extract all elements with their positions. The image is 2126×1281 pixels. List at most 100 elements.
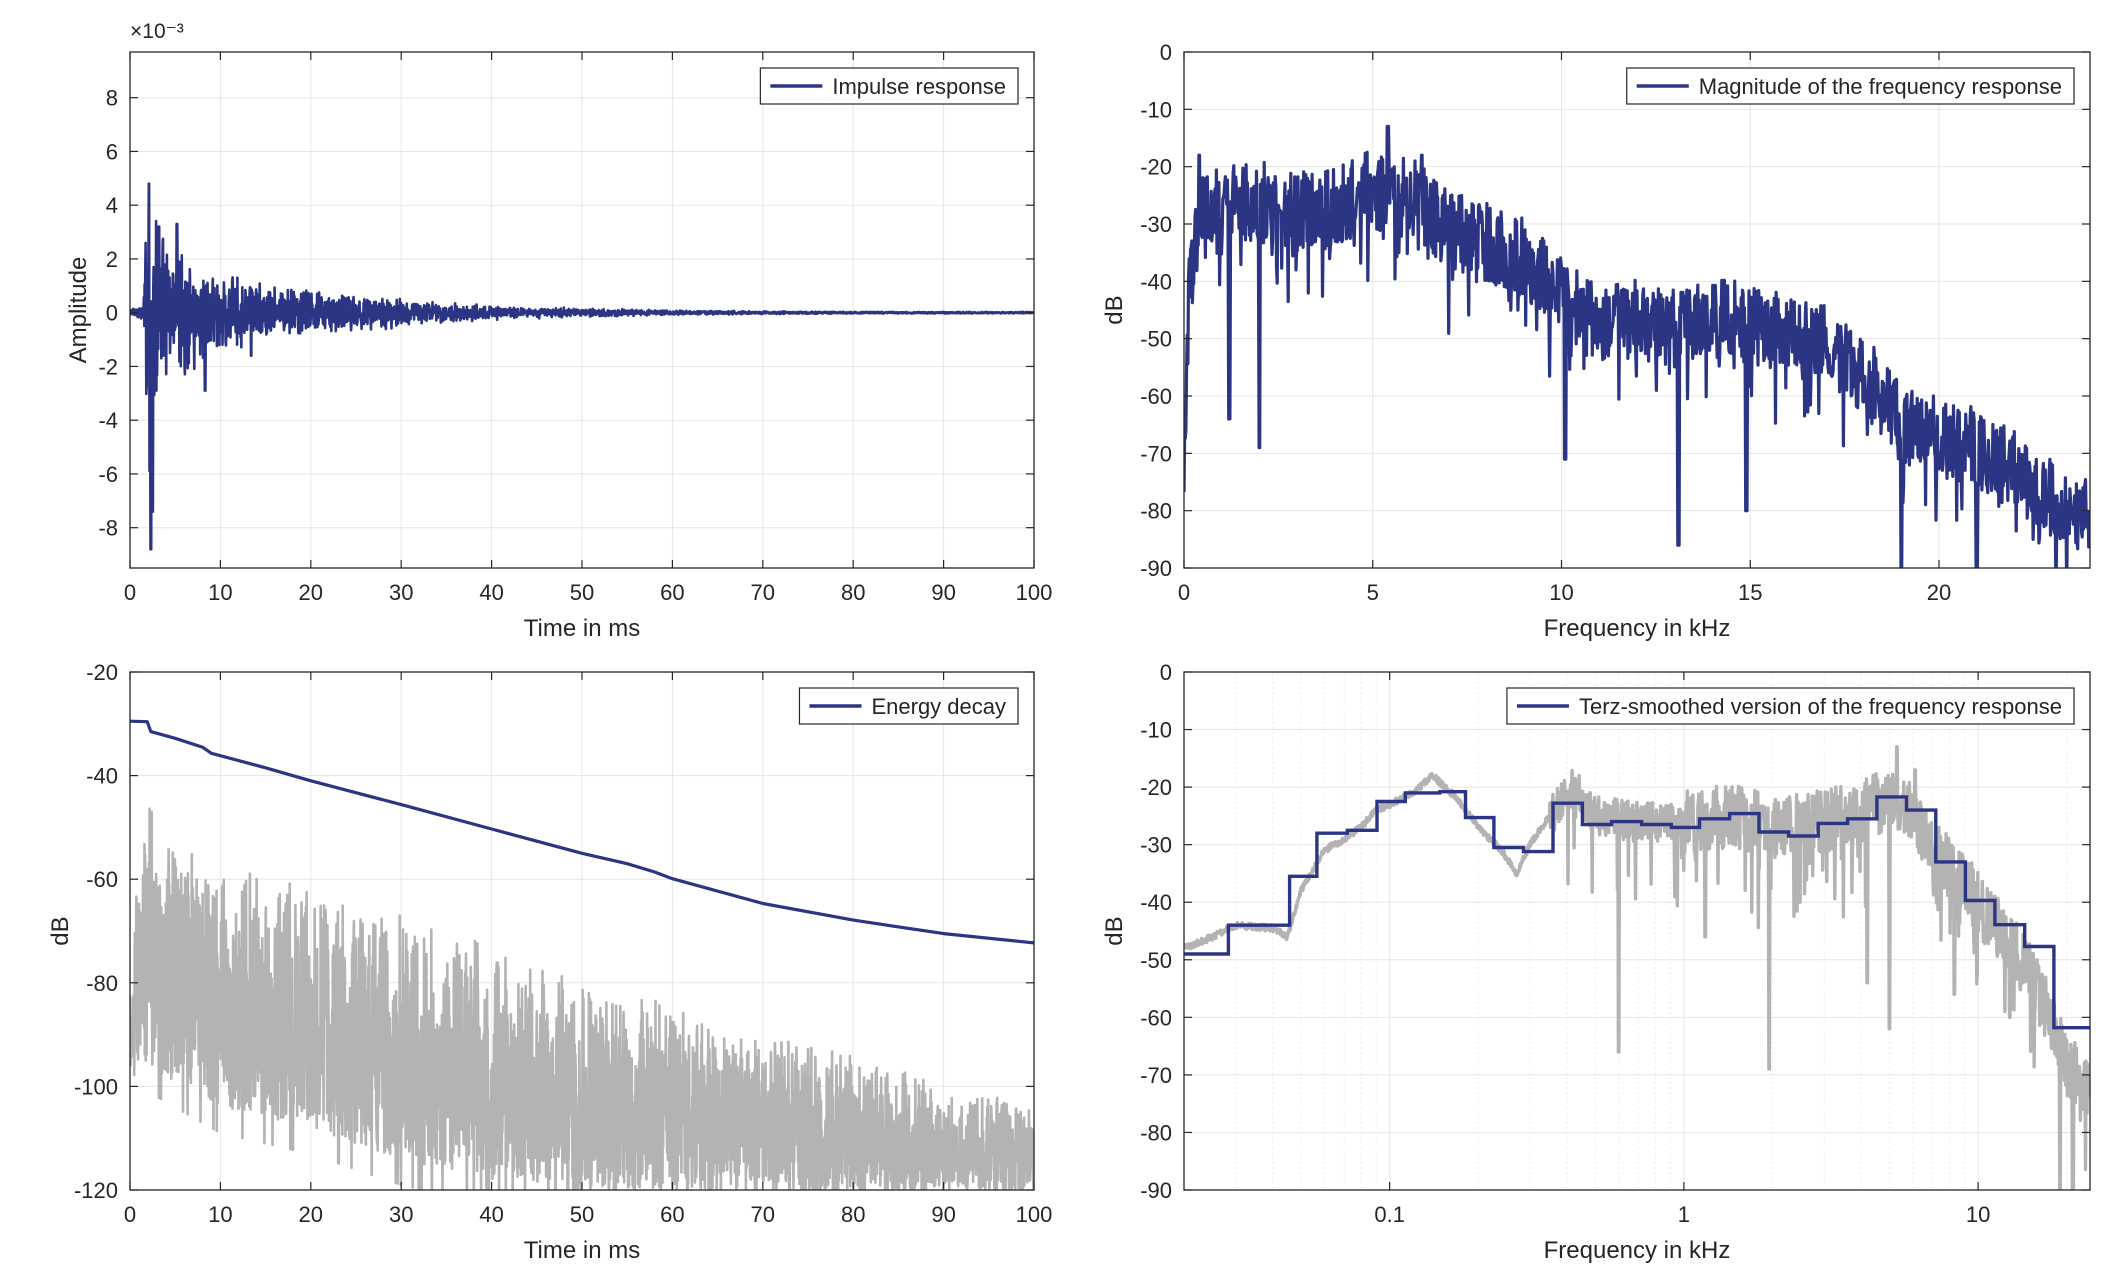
x-tick-label: 50 (570, 580, 594, 605)
y-tick-label: -8 (98, 516, 118, 541)
y-tick-label: 4 (106, 193, 118, 218)
y-tick-label: -50 (1140, 327, 1172, 352)
impulse-response-line (130, 182, 1034, 551)
x-tick-label: 10 (1549, 580, 1573, 605)
magnitude-chart: 0 5 10 15 20 0 -10 -20 -30 -40 -50 -60 -70 -80 -90 Freq… (1101, 40, 2091, 642)
x-tick-label: 10 (208, 1202, 232, 1227)
x-tick-label: 0 (124, 580, 136, 605)
magnitude-legend: Magnitude of the frequency response (1626, 67, 2075, 105)
x-tick-label: 40 (479, 580, 503, 605)
y-tick-label: -70 (1140, 1063, 1172, 1088)
y-tick-label: -90 (1140, 1178, 1172, 1203)
energy-ticks: 0 10 20 30 40 50 60 70 80 90 100 -20 -40 -60 -80 -100 -1… (74, 660, 1052, 1227)
magnitude-of-the-frequency-response-line (1184, 124, 2090, 568)
y-exponent-label: ×10⁻³ (130, 20, 184, 43)
x-tick-label: 0 (124, 1202, 136, 1227)
y-tick-label: -60 (86, 867, 118, 892)
legend-box (1626, 67, 2075, 105)
x-tick-label: 15 (1738, 580, 1762, 605)
x-tick-label: 70 (751, 1202, 775, 1227)
legend-label: Impulse response (832, 74, 1006, 99)
x-tick-label: 30 (389, 1202, 413, 1227)
terz-axes-box (1183, 671, 2091, 1191)
y-tick-label: -80 (1140, 499, 1172, 524)
y-axis-label: dB (1101, 916, 1128, 945)
x-tick-label: 0.1 (1374, 1202, 1405, 1227)
y-tick-label: 0 (1160, 40, 1172, 65)
x-tick-label: 70 (751, 580, 775, 605)
terz-legend: Terz-smoothed version of the frequency r… (1506, 687, 2075, 725)
y-tick-label: -60 (1140, 384, 1172, 409)
y-axis-label: Amplitude (65, 257, 92, 364)
x-tick-label: 100 (1016, 1202, 1053, 1227)
y-axis-label: dB (47, 916, 74, 945)
y-tick-label: 0 (1160, 660, 1172, 685)
y-tick-label: -10 (1140, 97, 1172, 122)
x-tick-label: 20 (299, 1202, 323, 1227)
y-tick-label: -120 (74, 1178, 118, 1203)
terz-plot-area (1184, 672, 2090, 1190)
y-tick-label: -10 (1140, 718, 1172, 743)
energy-legend: Energy decay (798, 687, 1019, 725)
y-tick-label: -40 (86, 764, 118, 789)
x-tick-label: 10 (208, 580, 232, 605)
y-tick-label: -90 (1140, 556, 1172, 581)
y-tick-label: -4 (98, 408, 118, 433)
energy-chart: 0 10 20 30 40 50 60 70 80 90 100 -20 -40 -60 -80 -100 -1… (47, 660, 1052, 1264)
x-axis-label: Time in ms (524, 1237, 640, 1264)
impulse-series (130, 182, 1034, 551)
impulse-legend: Impulse response (759, 67, 1019, 105)
legend-box (1506, 687, 2075, 725)
x-tick-label: 1 (1678, 1202, 1690, 1227)
x-axis-label: Frequency in kHz (1544, 615, 1731, 642)
magnitude-axes-box (1183, 51, 2091, 569)
impulse-chart: 0 10 20 30 40 50 60 70 80 90 100 -8 -6 -4 -2 0 2 4 6 8 ×10⁻³… (65, 20, 1052, 642)
x-tick-label: 0 (1178, 580, 1190, 605)
terz-smoothed-version-of-the-frequency-response-line (1184, 790, 2090, 1030)
magnitude-ticks: 0 5 10 15 20 0 -10 -20 -30 -40 -50 -60 -70 -80 -90 (1140, 40, 2090, 605)
y-tick-label: -60 (1140, 1005, 1172, 1030)
energy-decay-line (130, 719, 1034, 945)
y-tick-label: -20 (86, 660, 118, 685)
impulse-ticks: 0 10 20 30 40 50 60 70 80 90 100 -8 -6 -4 -2 0 2 4 6 8 (98, 52, 1052, 605)
x-tick-label: 20 (1927, 580, 1951, 605)
legend-label: Terz-smoothed version of the frequency r… (1579, 694, 2062, 719)
energy-series (130, 719, 1034, 1190)
x-tick-label: 80 (841, 580, 865, 605)
x-tick-label: 10 (1966, 1202, 1990, 1227)
y-tick-label: -20 (1140, 155, 1172, 180)
y-tick-label: 6 (106, 139, 118, 164)
x-tick-label: 60 (660, 1202, 684, 1227)
y-tick-label: 8 (106, 86, 118, 111)
x-axis-label: Frequency in kHz (1544, 1237, 1731, 1264)
y-tick-label: -2 (98, 354, 118, 379)
terz-ticks: 0.1 1 10 0 -10 -20 -30 -40 -50 -60 -70 -80 -90 (1140, 660, 2090, 1227)
x-tick-label: 90 (931, 1202, 955, 1227)
terz-chart: 0.1 1 10 0 -10 -20 -30 -40 -50 -60 -70 -80 -90 Freque… (1101, 660, 2091, 1264)
y-axis-label: dB (1101, 295, 1128, 324)
y-tick-label: 0 (106, 301, 118, 326)
x-tick-label: 50 (570, 1202, 594, 1227)
magnitude-series (1184, 124, 2090, 568)
y-tick-label: -40 (1140, 269, 1172, 294)
y-tick-label: -80 (1140, 1120, 1172, 1145)
legend-label: Magnitude of the frequency response (1699, 74, 2062, 99)
legend-label: Energy decay (871, 694, 1006, 719)
x-axis-label: Time in ms (524, 615, 640, 642)
y-tick-label: -20 (1140, 775, 1172, 800)
energy-raw-line (130, 807, 1034, 1190)
x-tick-label: 100 (1016, 580, 1053, 605)
y-tick-label: -30 (1140, 833, 1172, 858)
y-tick-label: -80 (86, 971, 118, 996)
y-tick-label: -50 (1140, 948, 1172, 973)
x-tick-label: 90 (931, 580, 955, 605)
y-tick-label: -40 (1140, 890, 1172, 915)
y-tick-label: 2 (106, 247, 118, 272)
y-tick-label: -100 (74, 1074, 118, 1099)
y-tick-label: -70 (1140, 441, 1172, 466)
y-tick-label: -6 (98, 462, 118, 487)
terz-series (1184, 745, 2090, 1190)
x-tick-label: 40 (479, 1202, 503, 1227)
